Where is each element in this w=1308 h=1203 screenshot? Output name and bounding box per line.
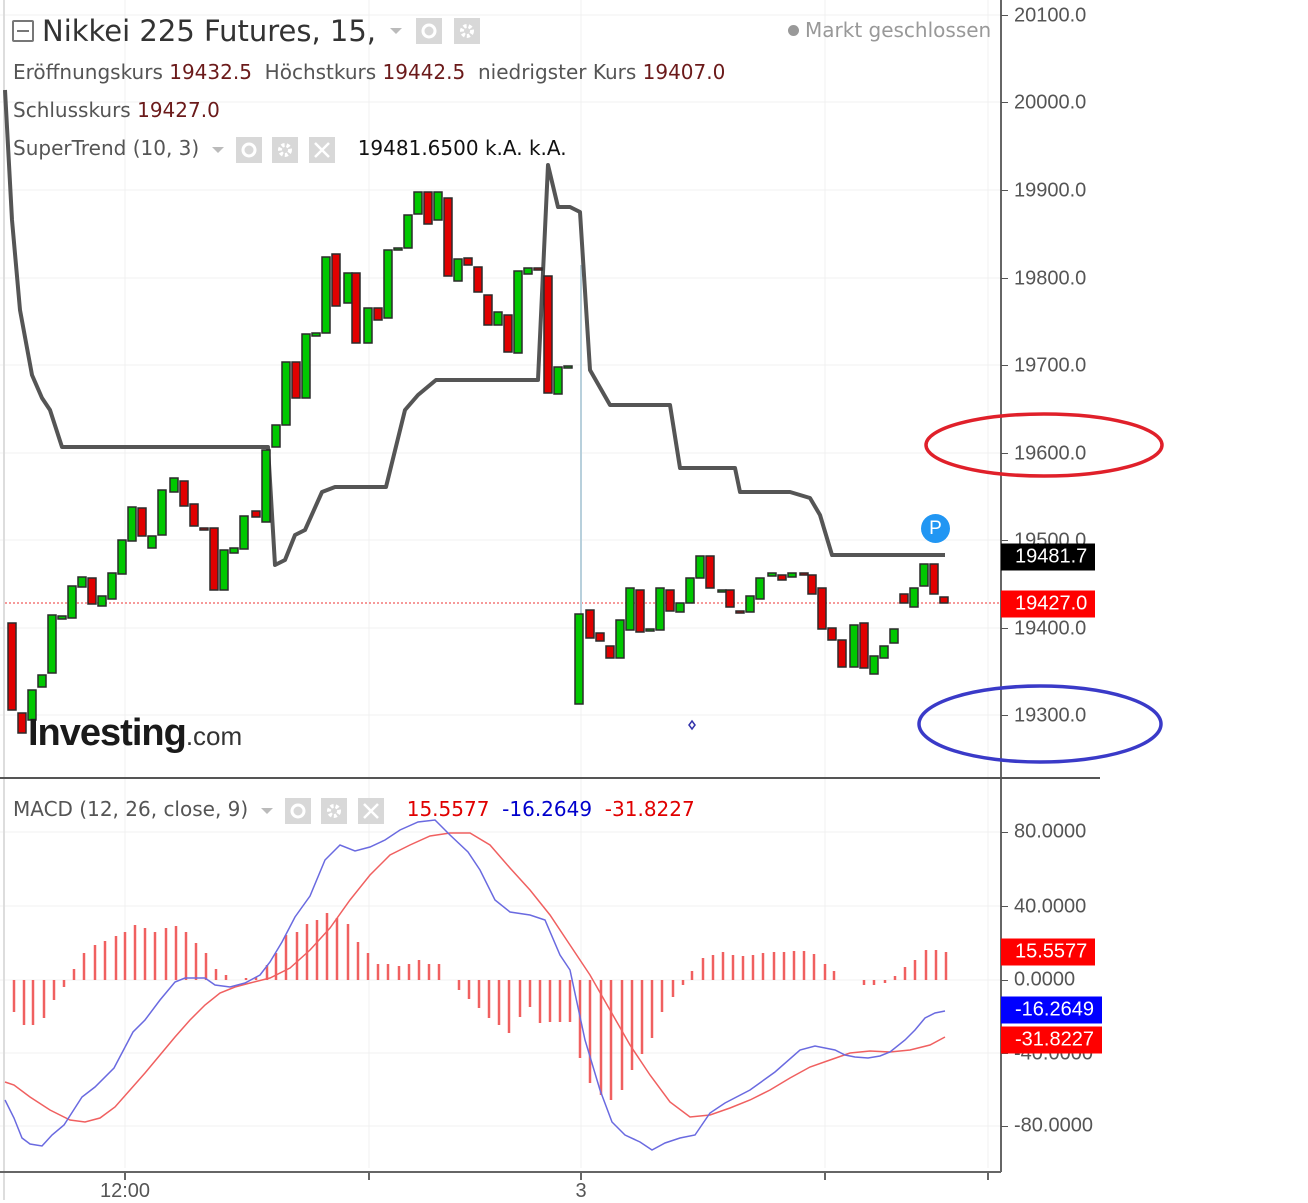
macd-tick: 0.0000 [1014,968,1076,991]
market-status: Markt geschlossen [788,18,991,42]
close-value: 19427.0 [137,98,220,122]
macd-histogram-value: 15.5577 [406,797,490,821]
macd-tick: 40.0000 [1014,895,1087,918]
price-tick: 19900.0 [1014,179,1087,202]
supertrend-na-1: k.A. [484,136,523,160]
supertrend-line [3,89,945,567]
supertrend-na-2: k.A. [528,136,567,160]
macd-signal-value: -31.8227 [604,797,695,821]
chevron-down-icon[interactable] [390,28,403,34]
macd-line-tag: -16.2649 [1001,996,1102,1024]
price-tick: 19300.0 [1014,704,1087,727]
logo-suffix: .com [185,721,243,751]
close-icon[interactable] [308,136,335,163]
gear-icon[interactable] [272,136,299,163]
eye-icon[interactable] [235,136,262,163]
market-status-text: Markt geschlossen [805,18,992,42]
price-tick: 19400.0 [1014,617,1087,640]
eye-icon[interactable] [284,797,311,824]
low-label: niedrigster Kurs [477,60,637,84]
time-label: 3 [575,1180,587,1202]
high-value: 19442.5 [382,60,466,84]
collapse-icon[interactable] [12,20,34,42]
macd-signal-tag: -31.8227 [1001,1026,1102,1054]
close-icon[interactable] [357,797,384,824]
symbol-title[interactable]: Nikkei 225 Futures, 15, [42,14,377,48]
event-marker [688,719,696,731]
price-tick: 19800.0 [1014,267,1087,290]
ohlc-legend: Eröffnungskurs 19432.5 Höchstkurs 19442.… [13,60,725,84]
price-tick: 19700.0 [1014,354,1087,377]
time-label: 12:00 [99,1180,151,1202]
logo-main: Investing [28,712,187,754]
gear-icon[interactable] [321,797,348,824]
close-legend: Schlusskurs 19427.0 [13,98,220,122]
investing-logo: Investing.com [28,712,242,755]
macd-tick: -80.0000 [1014,1114,1093,1137]
open-label: Eröffnungskurs [13,60,163,84]
close-label: Schlusskurs [13,98,131,122]
macd-signal-line [4,832,946,1123]
eye-icon[interactable] [416,18,443,44]
macd-line-value: -16.2649 [502,797,593,821]
chevron-down-icon[interactable] [211,146,224,153]
low-value: 19407.0 [642,60,726,84]
macd-histogram-tag: 15.5577 [1001,938,1096,966]
macd-tick: 80.0000 [1014,820,1087,843]
macd-legend: MACD (12, 26, close, 9) 15.5577 -16.2649… [13,797,695,824]
supertrend-legend: SuperTrend (10, 3) 19481.6500 k.A. k.A. [13,136,567,163]
price-tick: 19600.0 [1014,442,1087,465]
supertrend-value: 19481.6500 [357,136,479,160]
open-value: 19432.5 [169,60,252,84]
candles [7,191,949,734]
chevron-down-icon[interactable] [260,807,273,814]
last-price-tag: 19427.0 [1001,590,1096,618]
price-tick: 20000.0 [1014,91,1087,114]
macd-histogram [12,913,948,1100]
red-annotation-ellipse [924,412,1164,478]
blue-annotation-ellipse [917,684,1163,764]
high-label: Höchstkurs [264,60,377,84]
pivot-marker-icon[interactable]: P [921,514,950,543]
macd-name[interactable]: MACD (12, 26, close, 9) [13,797,249,821]
supertrend-price-tag: 19481.7 [1001,543,1096,571]
gear-icon[interactable] [454,18,481,44]
supertrend-name[interactable]: SuperTrend (10, 3) [13,136,200,160]
macd-line [4,819,946,1151]
symbol-header: Nikkei 225 Futures, 15, [12,14,484,48]
status-dot-icon [788,24,799,36]
price-tick: 20100.0 [1014,4,1087,27]
